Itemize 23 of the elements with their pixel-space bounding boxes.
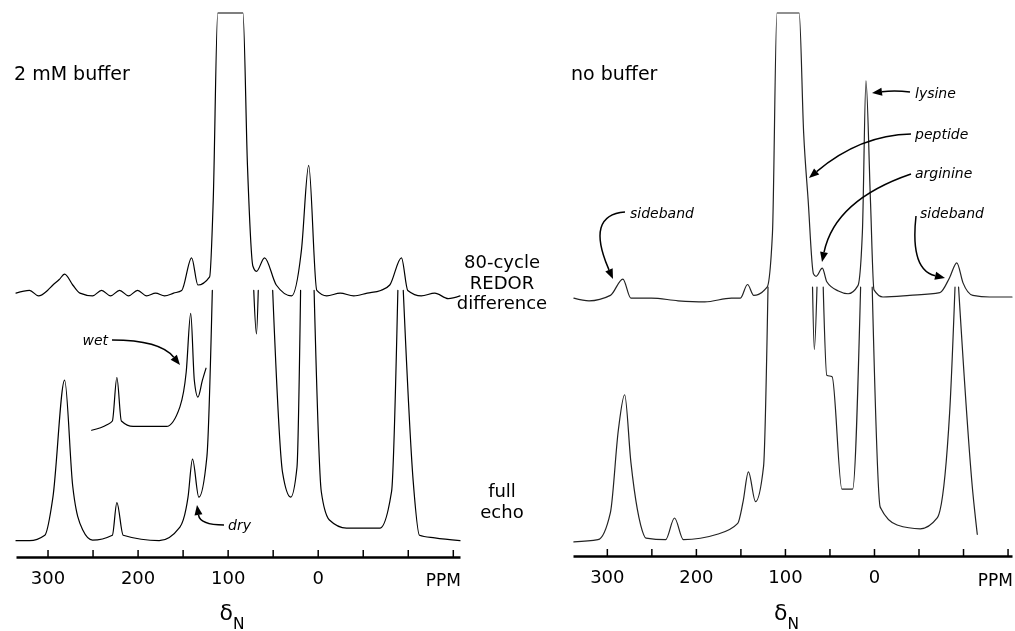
x-tick-label: 200 <box>679 565 714 587</box>
x-tick-label: 300 <box>590 565 625 587</box>
annotation: sideband <box>630 205 695 221</box>
annotation: peptide <box>914 126 969 142</box>
annotation: arginine <box>915 165 973 181</box>
text: PPM <box>977 570 1013 590</box>
x-tick-label: 0 <box>868 565 881 587</box>
x-tick-label: 300 <box>30 566 66 588</box>
x-tick-label: 100 <box>768 565 803 587</box>
text: full echo <box>480 480 524 522</box>
annotation: dry <box>228 517 252 533</box>
x-axis-title: δ$_{N}$ <box>774 600 799 631</box>
annotation: 2 mM buffer <box>14 62 130 84</box>
annotation: no buffer <box>571 62 658 84</box>
x-tick-label: 0 <box>312 566 324 588</box>
text: PPM <box>425 570 461 590</box>
annotation: 80-cycle REDOR difference <box>456 251 548 314</box>
annotation: wet <box>82 332 109 348</box>
x-tick-label: 200 <box>120 566 156 588</box>
annotation: lysine <box>915 85 956 101</box>
annotation: sideband <box>920 205 985 221</box>
x-tick-label: 100 <box>210 566 246 588</box>
x-axis-title: δ$_{N}$ <box>219 600 245 631</box>
